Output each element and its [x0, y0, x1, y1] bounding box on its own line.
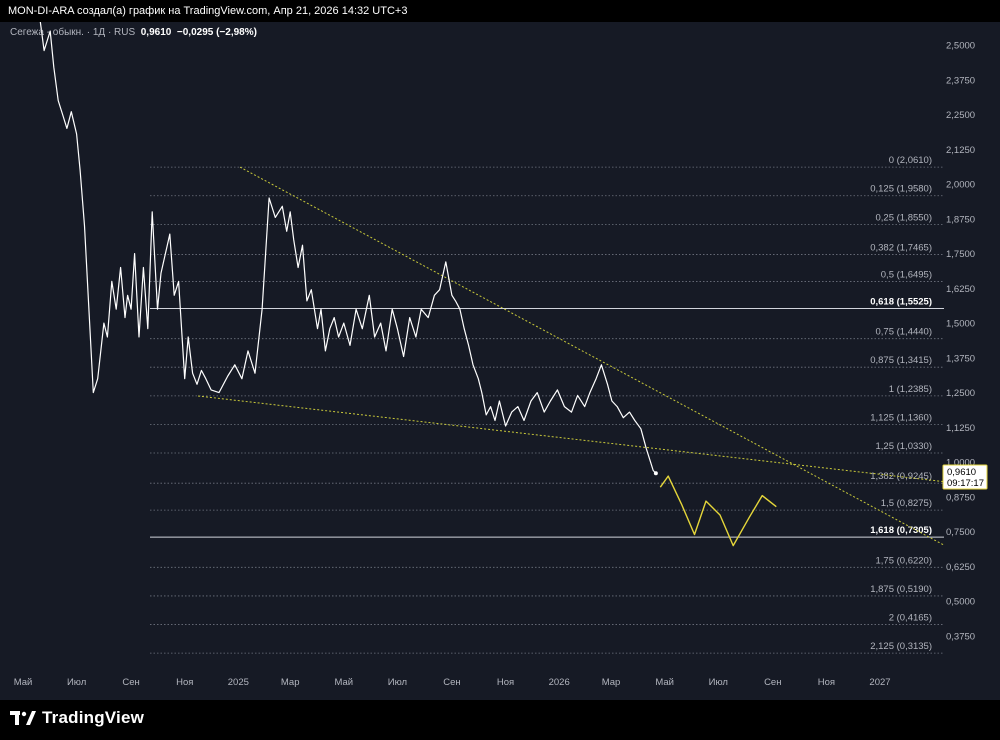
current-price-countdown: 09:17:17 — [947, 478, 984, 489]
x-tick-label: Июл — [67, 677, 86, 688]
x-tick-label: Сен — [122, 677, 139, 688]
current-price-label-box — [942, 464, 988, 490]
y-tick-label: 0,8750 — [946, 492, 975, 503]
x-tick-label: Май — [335, 677, 354, 688]
x-tick-label: Май — [14, 677, 33, 688]
fib-level-label: 0,618 (1,5525) — [870, 297, 932, 308]
price-change: −0,0295 (−2,98%) — [176, 27, 257, 38]
y-tick-label: 1,2500 — [946, 388, 975, 399]
footer: TradingView — [0, 700, 1000, 740]
y-tick-label: 1,0000 — [946, 458, 975, 469]
fib-level-label: 2 (0,4165) — [889, 612, 932, 623]
downtrend-line — [239, 166, 945, 546]
fib-level-label: 1 (1,2385) — [889, 384, 932, 395]
x-tick-label: Ноя — [497, 677, 514, 688]
chart-caption: MON-DI-ARA создал(а) график на TradingVi… — [8, 5, 408, 17]
symbol-legend: Сегежа - обыкн. · 1Д · RUS 0,9610 −0,029… — [10, 27, 257, 38]
fib-level-label: 1,618 (0,7305) — [870, 525, 932, 536]
fib-level-label: 0,25 (1,8550) — [875, 212, 932, 223]
y-tick-label: 2,1250 — [946, 145, 975, 156]
y-tick-label: 1,8750 — [946, 214, 975, 225]
symbol-name: Сегежа - обыкн. · 1Д · RUS — [10, 27, 136, 38]
fib-level-label: 1,875 (0,5190) — [870, 584, 932, 595]
fib-level-label: 0,382 (1,7465) — [870, 243, 932, 254]
y-tick-label: 1,7500 — [946, 249, 975, 260]
fib-level-label: 0,75 (1,4440) — [875, 327, 932, 338]
last-price-marker — [653, 471, 658, 476]
x-tick-label: Сен — [764, 677, 781, 688]
x-tick-label: Май — [655, 677, 674, 688]
price-chart[interactable]: 2,5000 2,3750 2,2500 2,1250 2,0000 1,8750 1,75… — [0, 22, 1000, 700]
x-tick-label: Мар — [602, 677, 621, 688]
x-tick-label: Июл — [388, 677, 407, 688]
fib-level-label: 0,5 (1,6495) — [881, 270, 932, 281]
fib-level-label: 1,382 (0,9245) — [870, 471, 932, 482]
y-tick-label: 2,5000 — [946, 41, 975, 52]
y-tick-label: 2,3750 — [946, 75, 975, 86]
y-tick-label: 1,3750 — [946, 353, 975, 364]
x-tick-label: 2025 — [228, 677, 249, 688]
y-tick-label: 1,6250 — [946, 284, 975, 295]
y-tick-label: 0,5000 — [946, 597, 975, 608]
fib-level-label: 1,75 (0,6220) — [875, 555, 932, 566]
y-tick-label: 2,0000 — [946, 180, 975, 191]
x-tick-label: 2026 — [549, 677, 570, 688]
x-tick-label: Июл — [709, 677, 728, 688]
support-line — [197, 395, 945, 483]
tradingview-logo-icon — [10, 711, 36, 725]
fib-level-label: 0 (2,0610) — [889, 155, 932, 166]
x-tick-label: Ноя — [176, 677, 193, 688]
y-tick-label: 0,7500 — [946, 527, 975, 538]
y-tick-label: 1,5000 — [946, 319, 975, 330]
x-tick-label: Сен — [443, 677, 460, 688]
current-price-value: 0,9610 — [947, 467, 976, 478]
fib-level-label: 2,125 (0,3135) — [870, 641, 932, 652]
brand-name: TradingView — [42, 708, 145, 727]
x-tick-label: Ноя — [818, 677, 835, 688]
tradingview-brand[interactable]: TradingView — [10, 708, 144, 728]
last-price: 0,9610 — [140, 27, 172, 38]
fib-level-label: 0,875 (1,3415) — [870, 355, 932, 366]
fib-level-label: 0,125 (1,9580) — [870, 184, 932, 195]
fib-level-label: 1,25 (1,0330) — [875, 441, 932, 452]
x-tick-label: Мар — [281, 677, 300, 688]
y-tick-label: 0,6250 — [946, 562, 975, 573]
y-tick-label: 1,1250 — [946, 423, 975, 434]
price-series-line — [39, 22, 657, 474]
x-tick-label: 2027 — [869, 677, 890, 688]
fib-level-label: 1,5 (0,8275) — [881, 498, 932, 509]
chart-area[interactable]: 2,5000 2,3750 2,2500 2,1250 2,0000 1,8750 1,75… — [0, 22, 1000, 700]
y-tick-label: 0,3750 — [946, 632, 975, 643]
chart-background — [0, 22, 1000, 700]
y-tick-label: 2,2500 — [946, 110, 975, 121]
fib-level-label: 1,125 (1,1360) — [870, 412, 932, 423]
projection-path — [659, 475, 777, 547]
